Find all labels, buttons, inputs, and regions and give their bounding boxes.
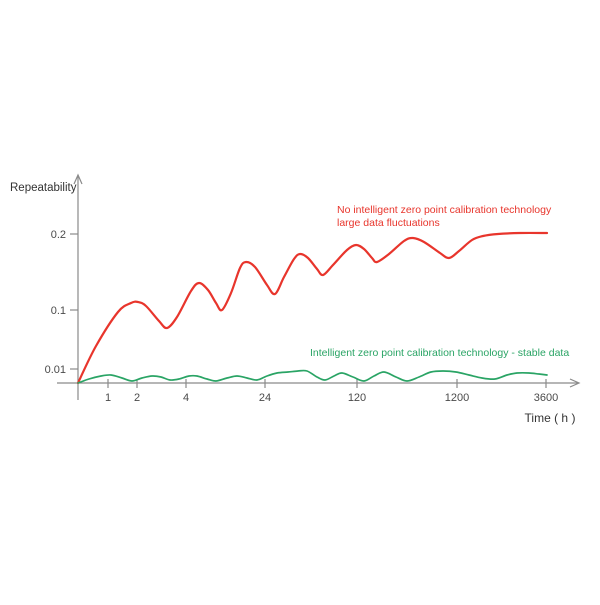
red-series-annotation: No intelligent zero point calibration te… bbox=[337, 204, 552, 216]
red-series-annotation: large data fluctuations bbox=[337, 217, 440, 229]
y-tick-label: 0.2 bbox=[51, 229, 66, 241]
y-axis-title: Repeatability bbox=[10, 182, 77, 194]
x-tick-label: 4 bbox=[183, 392, 189, 404]
y-tick-label: 0.01 bbox=[45, 364, 66, 376]
x-tick-label: 120 bbox=[348, 392, 366, 404]
y-axis-arrow-icon bbox=[73, 173, 83, 185]
red-series-curve bbox=[76, 231, 549, 385]
x-axis-arrow-icon bbox=[569, 378, 581, 388]
green-series-curve bbox=[77, 369, 548, 384]
x-tick-label: 1200 bbox=[445, 392, 469, 404]
x-axis-title: Time ( h ) bbox=[525, 411, 576, 425]
x-tick-label: 2 bbox=[134, 392, 140, 404]
y-tick-label: 0.1 bbox=[51, 305, 66, 317]
x-tick-label: 1 bbox=[105, 392, 111, 404]
green-series-annotation: Intelligent zero point calibration techn… bbox=[310, 347, 569, 359]
x-tick-label: 3600 bbox=[534, 392, 558, 404]
x-tick-label: 24 bbox=[259, 392, 271, 404]
